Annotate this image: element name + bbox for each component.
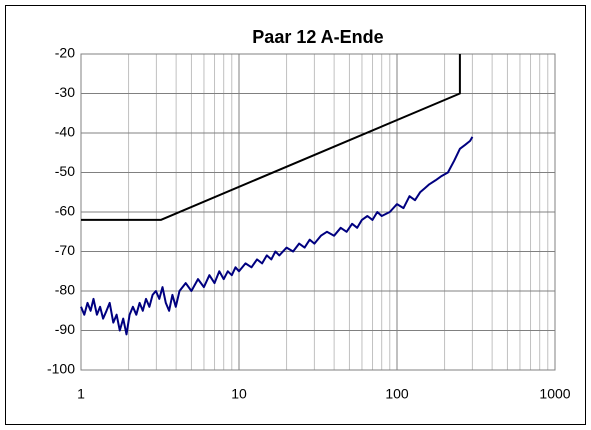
x-tick-label: 1 <box>77 386 85 402</box>
x-tick-label: 100 <box>385 386 409 402</box>
y-tick-label: -90 <box>55 321 75 337</box>
y-tick-label: -40 <box>55 124 75 140</box>
chart-title: Paar 12 A-Ende <box>252 27 383 47</box>
y-tick-label: -100 <box>47 361 75 377</box>
x-tick-label: 1000 <box>539 386 570 402</box>
x-tick-label: 10 <box>231 386 247 402</box>
data-line <box>81 54 461 221</box>
y-tick-label: -80 <box>55 282 75 298</box>
y-tick-label: -30 <box>55 84 75 100</box>
y-tick-label: -60 <box>55 203 75 219</box>
y-tick-label: -20 <box>55 45 75 61</box>
y-tick-label: -50 <box>55 163 75 179</box>
y-tick-label: -70 <box>55 242 75 258</box>
data-line <box>80 136 474 336</box>
